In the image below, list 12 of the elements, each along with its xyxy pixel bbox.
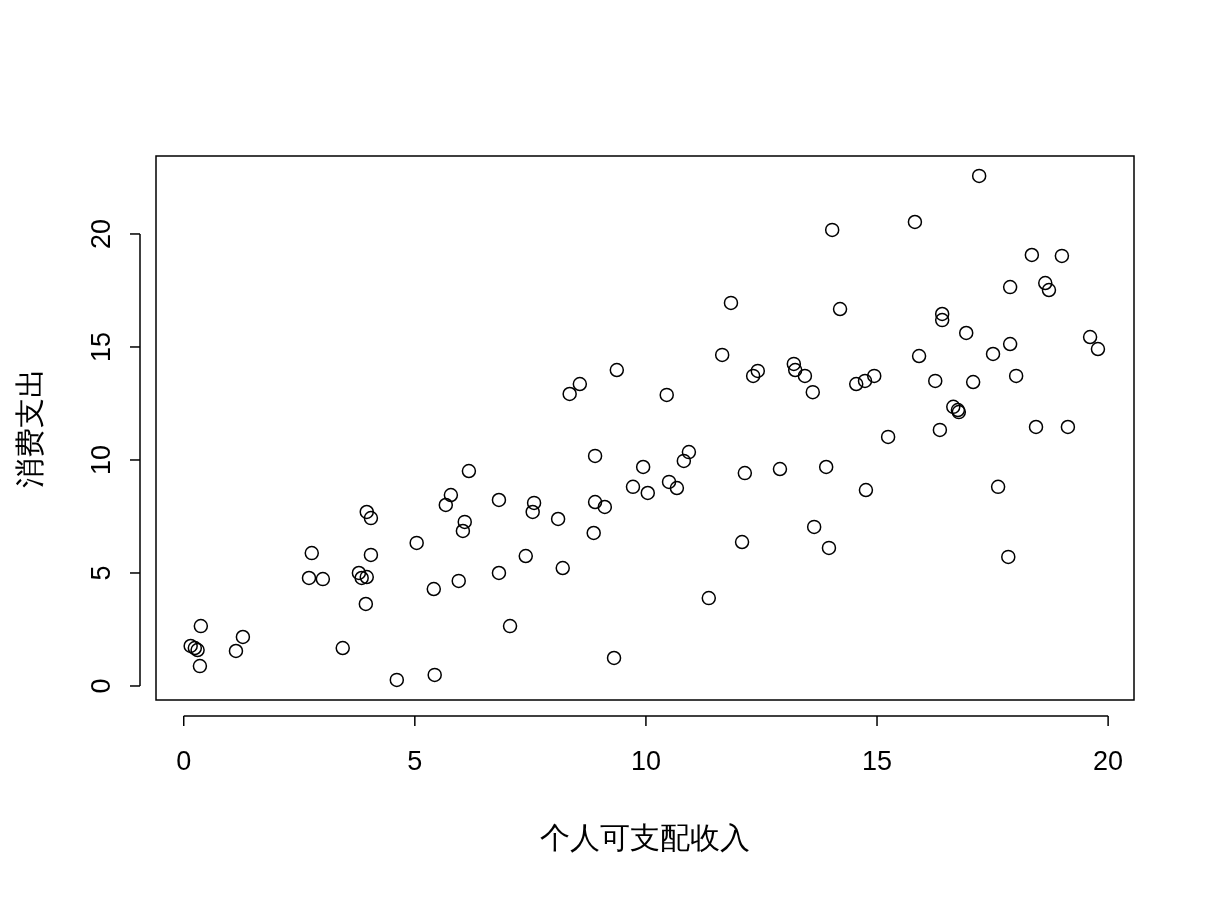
x-tick-label: 10 xyxy=(630,746,661,776)
x-tick-label: 15 xyxy=(862,746,893,776)
y-tick-label: 0 xyxy=(86,678,116,694)
x-tick-label: 5 xyxy=(407,746,423,776)
x-axis-title: 个人可支配收入 xyxy=(540,821,750,854)
y-tick-label: 20 xyxy=(86,218,116,249)
y-tick-label: 10 xyxy=(86,444,116,475)
y-tick-label: 15 xyxy=(86,331,116,362)
x-tick-label: 0 xyxy=(176,746,192,776)
y-tick-label: 5 xyxy=(86,565,116,581)
y-axis-title: 消费支出 xyxy=(13,368,46,488)
x-tick-label: 20 xyxy=(1093,746,1124,776)
